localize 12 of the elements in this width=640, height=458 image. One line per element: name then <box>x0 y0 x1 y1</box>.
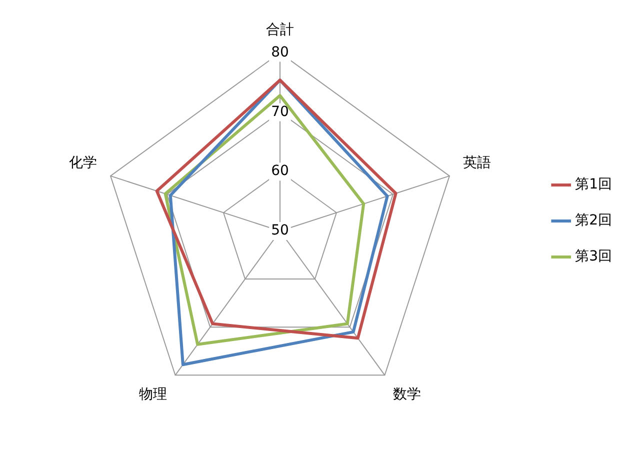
legend-label: 第3回 <box>575 248 612 265</box>
spoke-label: 英語 <box>462 154 491 171</box>
y-tick-label: 80 <box>271 44 289 60</box>
spoke-label: 合計 <box>266 22 294 38</box>
legend-label: 第1回 <box>575 176 612 193</box>
spoke-label: 物理 <box>139 386 168 403</box>
y-tick-label: 60 <box>271 163 289 180</box>
y-tick-label: 50 <box>271 222 289 239</box>
spoke-label: 化学 <box>69 154 98 171</box>
legend-label: 第2回 <box>575 212 612 229</box>
spoke-label: 数学 <box>392 386 421 403</box>
y-tick-label: 70 <box>271 104 289 120</box>
